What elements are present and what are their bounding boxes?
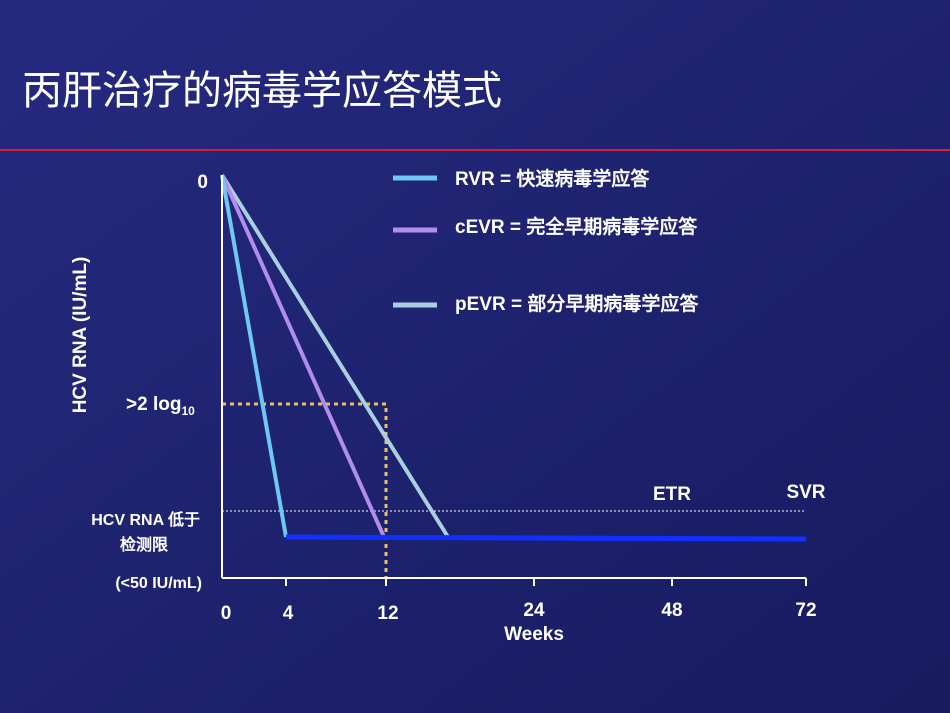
x-tick-label: 4 xyxy=(283,603,294,624)
y-label: 0 xyxy=(197,172,208,193)
y-label-subscript: 10 xyxy=(181,404,195,418)
x-tick-label: 48 xyxy=(661,600,682,621)
log-drop-guide xyxy=(222,402,388,578)
annotation: ETR xyxy=(653,484,691,505)
y-label: >2 log10 xyxy=(126,394,195,418)
y-label: (<50 IU/mL) xyxy=(115,575,202,592)
y-label-main: >2 log xyxy=(126,394,181,415)
legend: RVR = 快速病毒学应答 cEVR = 完全早期病毒学应答 pEVR = 部分… xyxy=(393,167,699,315)
x-tick-label: 0 xyxy=(221,603,232,624)
y-axis-title: HCV RNA (IU/mL) xyxy=(70,257,91,414)
legend-entry: pEVR = 部分早期病毒学应答 xyxy=(455,292,699,315)
y-label: 检测限 xyxy=(120,535,169,554)
legend-entry: RVR = 快速病毒学应答 xyxy=(455,167,650,190)
x-tick-label: 72 xyxy=(795,600,816,621)
x-axis-title: Weeks xyxy=(504,624,564,645)
x-tick-label: 12 xyxy=(377,603,398,624)
undetectable-line xyxy=(285,534,807,542)
rvr-line xyxy=(220,174,288,538)
x-tick-label: 24 xyxy=(523,600,545,621)
x-ticks xyxy=(285,578,807,586)
annotation: SVR xyxy=(786,482,825,503)
cevr-line xyxy=(220,174,386,538)
pevr-line xyxy=(220,173,450,539)
legend-entry: cEVR = 完全早期病毒学应答 xyxy=(455,215,698,238)
y-label: HCV RNA 低于 xyxy=(91,510,200,529)
slide-title: 丙肝治疗的病毒学应答模式 xyxy=(22,69,502,113)
